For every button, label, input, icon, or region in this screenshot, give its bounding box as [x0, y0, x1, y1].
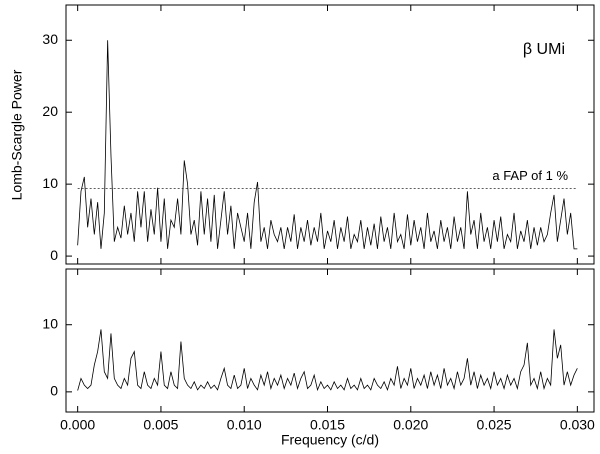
y-axis-label: Lomb-Scargle Power: [9, 69, 25, 200]
y-tick-label: 0: [50, 247, 58, 263]
x-tick-label: 0.015: [310, 417, 345, 433]
star-label: β UMi: [523, 41, 565, 58]
y-tick-label: 30: [42, 31, 58, 47]
y-tick-label: 10: [42, 175, 58, 191]
y-tick-label: 10: [42, 315, 58, 331]
x-tick-label: 0.025: [477, 417, 512, 433]
x-tick-label: 0.005: [143, 417, 178, 433]
periodogram-line: [77, 329, 578, 392]
x-tick-label: 0.030: [560, 417, 595, 433]
fap-label: a FAP of 1 %: [492, 168, 568, 183]
y-tick-label: 0: [50, 383, 58, 399]
plot-frame: [65, 4, 595, 265]
x-tick-label: 0.010: [227, 417, 262, 433]
x-tick-label: 0.020: [393, 417, 428, 433]
x-tick-label: 0.000: [60, 417, 95, 433]
y-tick-label: 20: [42, 103, 58, 119]
x-axis-label: Frequency (c/d): [281, 432, 379, 448]
plot-frame: [65, 268, 595, 413]
periodogram-line: [77, 40, 578, 250]
